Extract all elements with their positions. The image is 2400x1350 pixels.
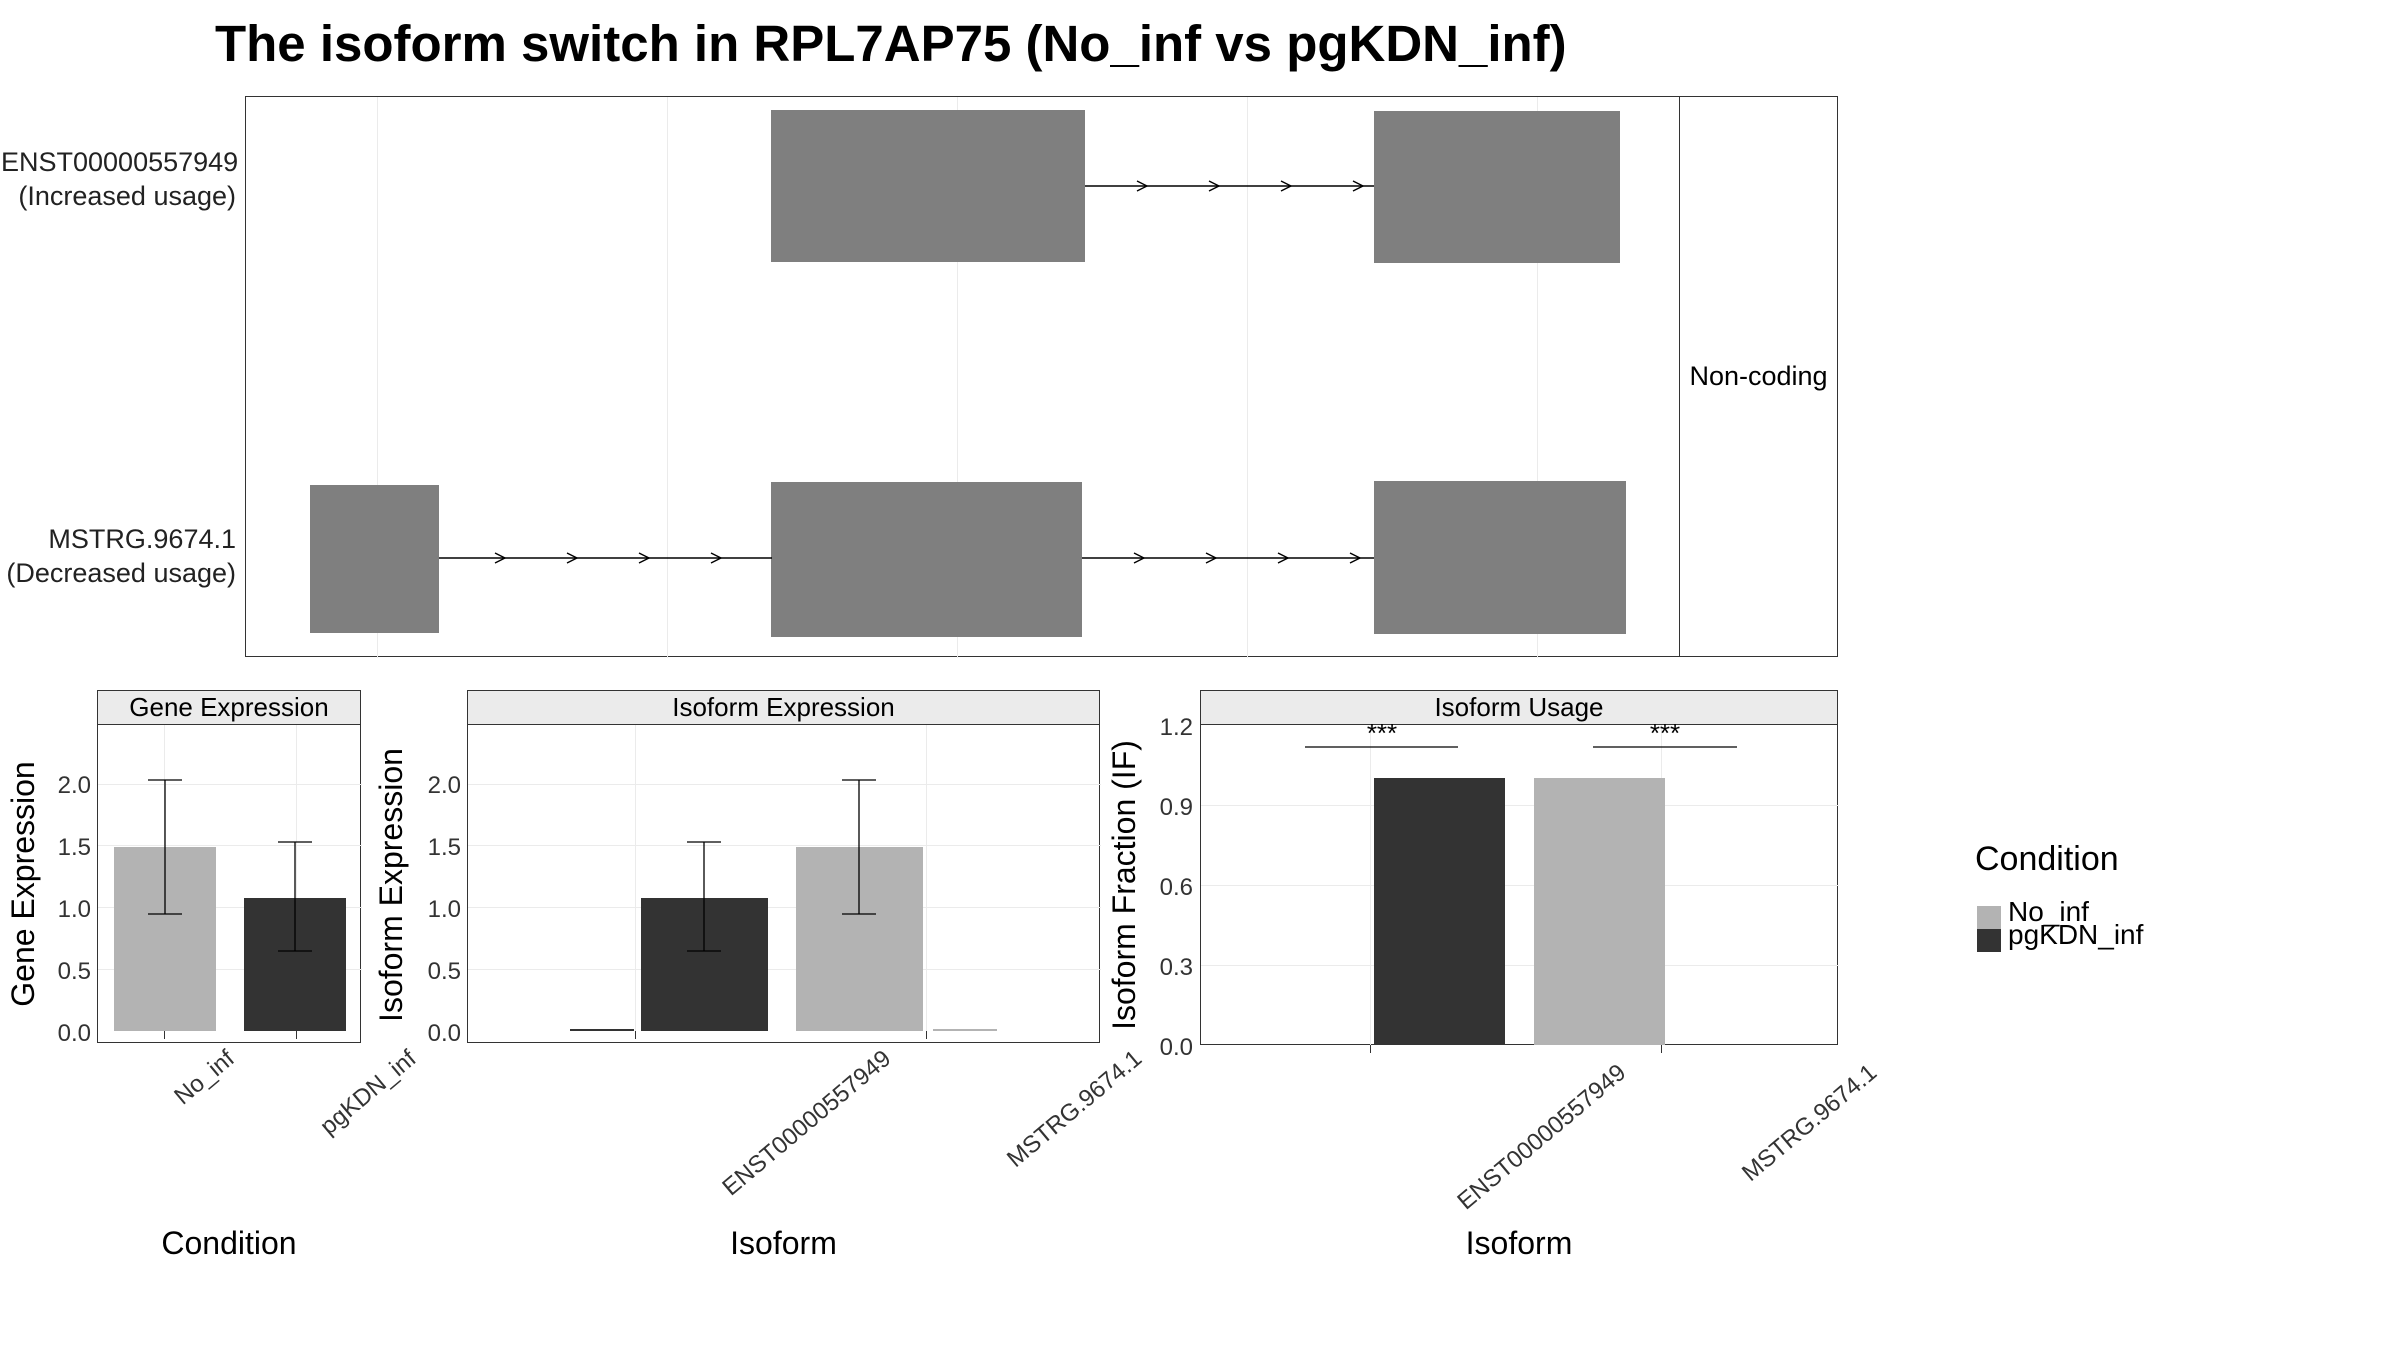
svg-text:***: *** <box>1367 718 1397 748</box>
svg-text:***: *** <box>1650 718 1680 748</box>
